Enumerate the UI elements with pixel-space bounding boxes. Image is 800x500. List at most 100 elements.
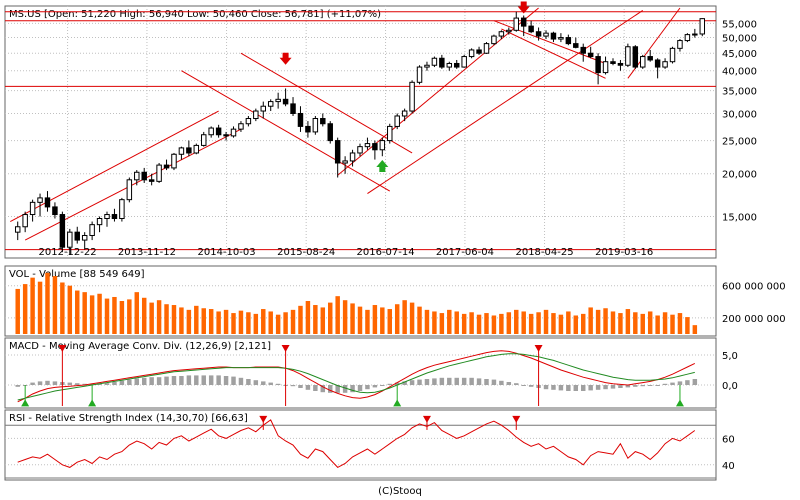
- volume-bar: [253, 313, 259, 334]
- macd-histogram-bar: [30, 382, 35, 385]
- candle-body: [148, 179, 155, 182]
- volume-bar: [536, 312, 541, 334]
- price-tick-label: 50,000: [722, 34, 757, 45]
- macd-histogram-bar: [127, 379, 132, 385]
- volume-bar: [238, 310, 244, 334]
- price-title: MS.US [Open: 51,220 High: 56,940 Low: 50…: [9, 9, 381, 20]
- candle-body: [201, 134, 207, 146]
- volume-bar: [141, 297, 147, 334]
- macd-histogram-bar: [595, 385, 601, 390]
- candle-body: [632, 46, 639, 68]
- macd-histogram-bar: [186, 375, 192, 385]
- candle-body: [625, 46, 631, 66]
- candle-body: [156, 164, 162, 182]
- volume-bar: [625, 309, 631, 334]
- volume-bar: [551, 313, 556, 334]
- candle-body: [640, 56, 646, 68]
- macd-histogram-bar: [662, 383, 668, 385]
- price-trendline: [367, 10, 644, 195]
- candle-body: [379, 140, 386, 151]
- candle-body: [37, 197, 43, 203]
- macd-histogram-bar: [253, 380, 259, 385]
- price-trendline: [501, 28, 606, 79]
- candle-body: [267, 101, 274, 107]
- volume-bar: [454, 311, 459, 334]
- candle-body: [424, 64, 430, 68]
- candle-body: [446, 62, 453, 68]
- price-frame: [4, 5, 717, 259]
- macd-histogram-bar: [603, 385, 608, 390]
- price-tick-label: 15,000: [722, 213, 757, 224]
- candle-body: [119, 199, 125, 220]
- macd-histogram-bar: [104, 383, 110, 385]
- volume-bar: [52, 276, 58, 334]
- volume-bar: [566, 311, 571, 334]
- macd-histogram-bar: [119, 380, 125, 385]
- candle-body: [573, 43, 579, 48]
- candle-body: [602, 61, 609, 74]
- candle-body: [364, 143, 371, 148]
- volume-bar: [216, 311, 221, 334]
- candle-body: [543, 32, 549, 37]
- volume-bar: [603, 308, 608, 334]
- candle-body: [260, 105, 267, 112]
- candle-body: [587, 52, 594, 58]
- macd-histogram-bar: [514, 383, 519, 385]
- candle-body: [312, 118, 319, 133]
- volume-bar: [37, 281, 43, 334]
- macd-histogram-bar: [402, 381, 407, 385]
- rsi-tick-label: 60: [722, 434, 735, 445]
- volume-bar: [313, 305, 318, 334]
- price-trendline: [337, 7, 539, 176]
- rsi-panel: RSI - Relative Strength Index (14,30,70)…: [4, 409, 735, 481]
- volume-bar: [670, 314, 675, 334]
- macd-histogram-bar: [261, 381, 266, 385]
- candle-body: [468, 49, 475, 58]
- sell-triangle-icon: [512, 415, 521, 423]
- volume-bar: [290, 309, 296, 334]
- macd-histogram-bar: [149, 377, 154, 385]
- macd-histogram-bar: [171, 376, 177, 385]
- candle-body: [654, 59, 661, 68]
- macd-histogram-bar: [640, 385, 645, 387]
- volume-bar: [499, 313, 504, 334]
- candle-body: [431, 57, 438, 66]
- date-tick-label: 2016-07-14: [356, 247, 414, 258]
- price-tick-label: 25,000: [722, 137, 757, 148]
- volume-bar: [633, 312, 638, 334]
- macd-histogram-bar: [268, 382, 273, 385]
- volume-bar: [588, 307, 593, 334]
- volume-bar: [283, 312, 288, 334]
- volume-bar: [246, 312, 251, 334]
- rsi-yaxis: 40 60: [722, 434, 735, 471]
- volume-bar: [22, 284, 28, 334]
- macd-histogram-bar: [75, 383, 80, 385]
- buy-triangle-icon: [21, 399, 30, 407]
- volume-bar: [394, 304, 400, 334]
- macd-histogram-bar: [82, 383, 87, 385]
- candle-body: [647, 56, 653, 61]
- macd-markers: [21, 345, 684, 407]
- rsi-grid: [5, 424, 716, 479]
- volume-bar: [476, 314, 482, 334]
- price-trendline: [493, 20, 606, 64]
- macd-histogram-bar: [633, 385, 638, 387]
- macd-tick-label: 5,0: [722, 351, 738, 362]
- macd-histogram-bar: [231, 376, 236, 385]
- volume-bars: [15, 272, 698, 334]
- candle-body: [238, 123, 244, 130]
- candle-body: [245, 118, 252, 125]
- macd-histogram-bar: [67, 382, 73, 385]
- candle-body: [394, 115, 400, 127]
- volume-bar: [357, 306, 363, 334]
- macd-histogram-bar: [305, 385, 311, 390]
- volume-bar: [97, 293, 102, 334]
- macd-histogram-bar: [335, 385, 340, 393]
- buy-arrow-icon: [376, 159, 389, 172]
- volume-bar: [342, 300, 348, 334]
- price-tick-label: 40,000: [722, 67, 757, 78]
- volume-bar: [261, 309, 266, 334]
- candle-body: [230, 128, 237, 137]
- candle-body: [96, 218, 103, 226]
